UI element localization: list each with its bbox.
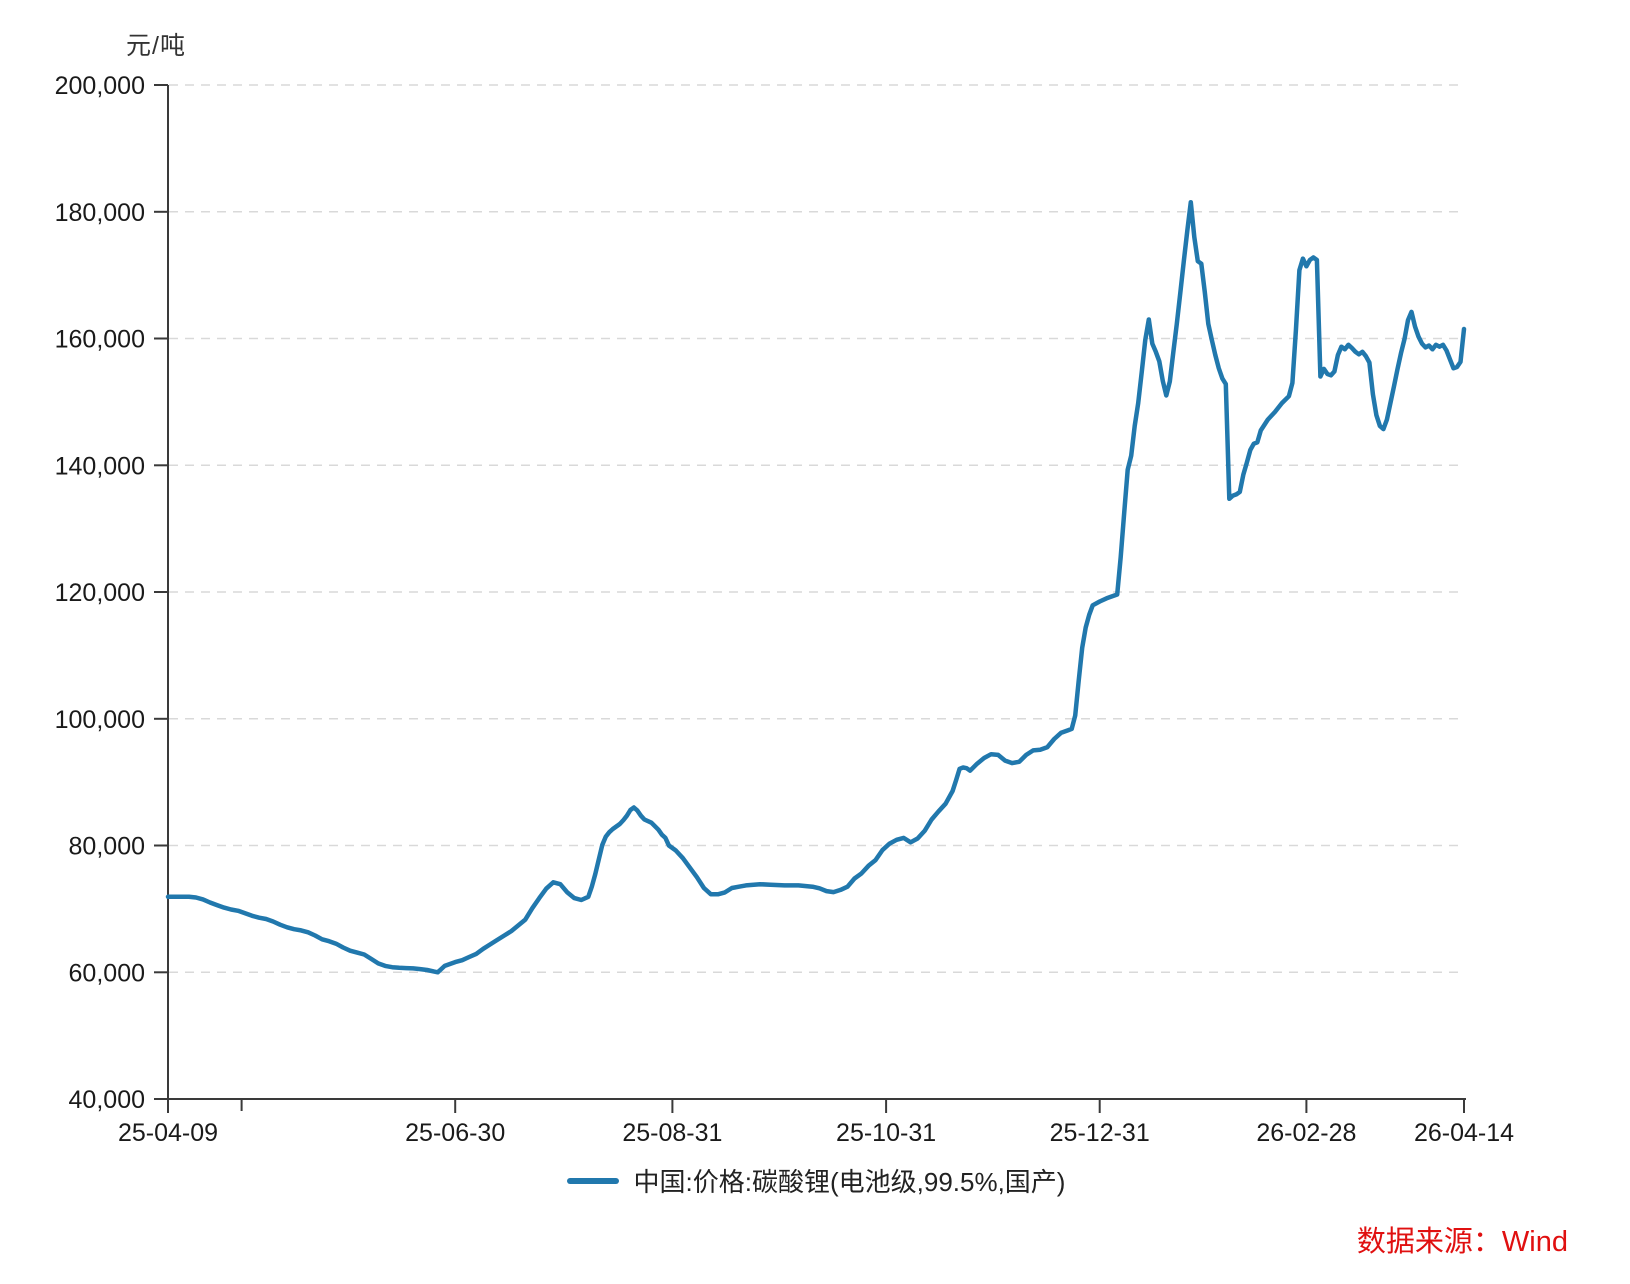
- x-tick-label: 26-02-28: [1256, 1119, 1356, 1147]
- x-tick-label: 26-04-14: [1414, 1119, 1514, 1147]
- x-tick-label: 25-04-09: [118, 1119, 218, 1147]
- y-tick-label: 200,000: [55, 72, 145, 100]
- legend-line-swatch: [566, 1177, 619, 1184]
- x-tick-label: 25-12-31: [1050, 1119, 1150, 1147]
- y-tick-label: 80,000: [69, 833, 145, 861]
- data-source-label: 数据来源：Wind: [1356, 1226, 1568, 1258]
- y-axis-unit-label: 元/吨: [126, 32, 186, 60]
- y-tick-label: 40,000: [69, 1086, 145, 1114]
- y-tick-label: 140,000: [55, 452, 145, 480]
- price-line-series: [165, 199, 1467, 975]
- y-tick-label: 160,000: [55, 326, 145, 354]
- legend: 中国:价格:碳酸锂(电池级,99.5%,国产): [168, 1162, 1464, 1199]
- y-tick-label: 120,000: [55, 579, 145, 607]
- x-tick-label: 25-08-31: [622, 1119, 722, 1147]
- legend-label: 中国:价格:碳酸锂(电池级,99.5%,国产): [633, 1167, 1066, 1197]
- x-tick-label: 25-10-31: [836, 1119, 936, 1147]
- y-tick-label: 60,000: [69, 959, 145, 987]
- x-tick-label: 25-06-30: [405, 1119, 505, 1147]
- y-tick-label: 100,000: [55, 706, 145, 734]
- y-tick-label: 180,000: [55, 199, 145, 227]
